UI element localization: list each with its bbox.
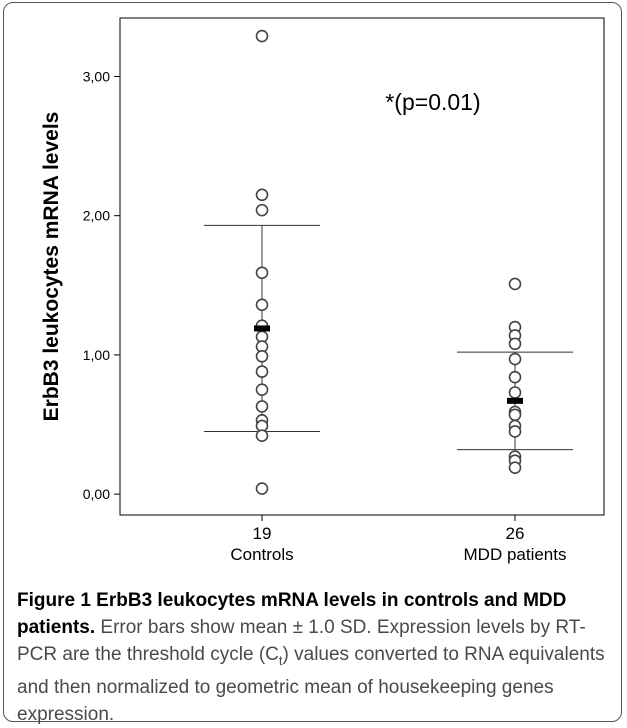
- data-point: [508, 461, 522, 474]
- scatter-chart: 0,00 1,00 2,00 3,00 ErbB3 leukocytes mRNA le…: [40, 17, 605, 564]
- y-tick-label: 1,00: [83, 347, 110, 363]
- x-tick-n-label: 19: [253, 524, 272, 543]
- data-point: [508, 337, 522, 351]
- data-point: [255, 365, 269, 378]
- data-point: [508, 352, 522, 366]
- p-value-annotation: *(p=0.01): [385, 89, 480, 115]
- data-point: [255, 188, 269, 202]
- caption-body: Error bars show mean ± 1.0 SD. Expressio…: [17, 617, 586, 665]
- x-tick-group-label: MDD patients: [464, 545, 567, 564]
- data-point: [255, 482, 269, 495]
- caption-title: Figure 1 ErbB3 leukocytes mRNA levels in…: [17, 590, 567, 638]
- caption-subscript: t: [278, 652, 283, 668]
- mean-marker: [507, 397, 523, 404]
- data-point: [255, 349, 269, 363]
- x-tick-group-label: Controls: [230, 545, 293, 564]
- data-point: [508, 425, 522, 438]
- data-point: [508, 408, 522, 422]
- figure-caption: Figure 1 ErbB3 leukocytes mRNA levels in…: [17, 587, 613, 728]
- data-point: [255, 203, 269, 217]
- y-tick-label: 2,00: [83, 208, 110, 224]
- data-point: [255, 298, 269, 312]
- x-tick-n-label: 26: [506, 524, 525, 543]
- data-point: [508, 370, 522, 384]
- data-point: [255, 383, 269, 397]
- data-point: [255, 29, 269, 43]
- data-point: [508, 386, 522, 399]
- y-axis-label: ErbB3 leukocytes mRNA levels: [40, 112, 63, 422]
- data-point: [255, 429, 269, 442]
- mean-marker: [254, 325, 270, 332]
- data-point: [255, 400, 269, 413]
- y-tick-label: 3,00: [83, 68, 110, 84]
- caption-body-end: ) values converted to RNA equivalents an…: [17, 644, 605, 725]
- y-tick-label: 0,00: [83, 486, 110, 502]
- data-point: [255, 266, 269, 280]
- data-point: [508, 277, 522, 291]
- plot-area: [119, 17, 605, 516]
